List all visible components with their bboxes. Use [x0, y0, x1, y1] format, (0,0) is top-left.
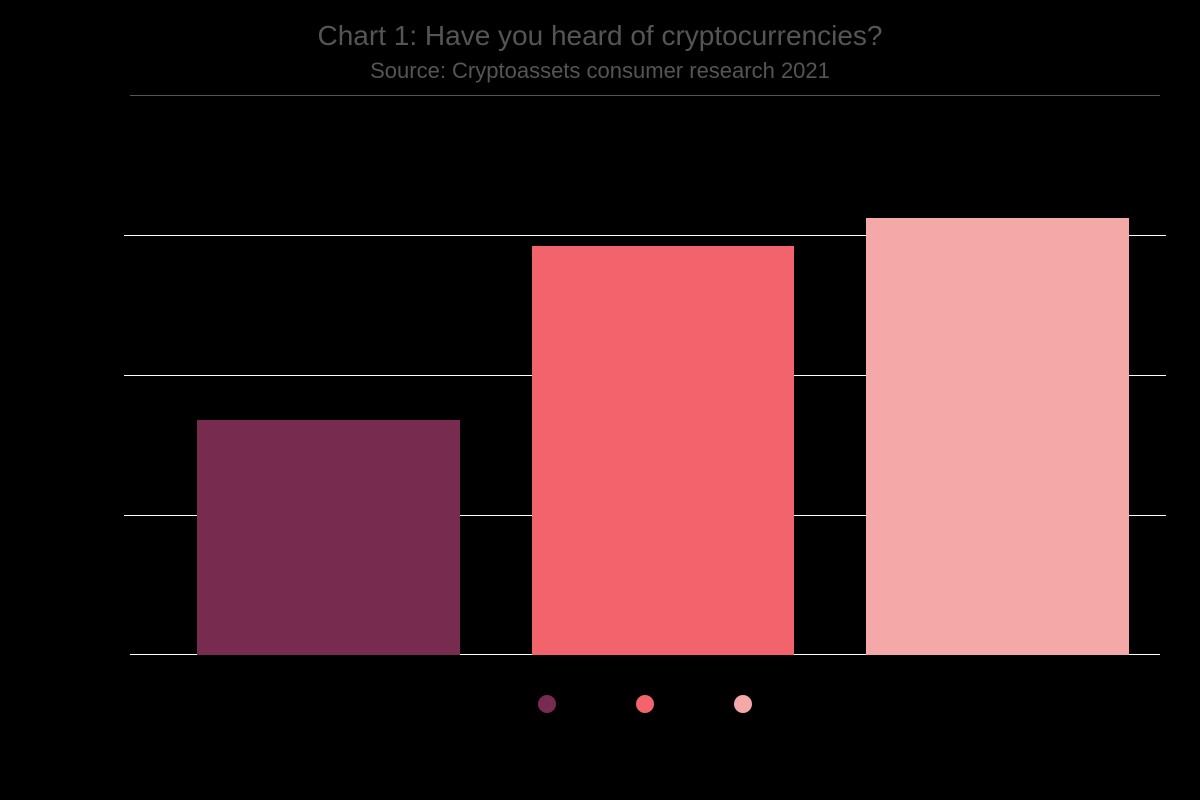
legend-item: [734, 695, 752, 713]
plot-area: [130, 95, 1160, 655]
plot-top-border: [130, 95, 1160, 96]
y-tick-right: [1160, 235, 1166, 236]
legend-swatch: [636, 695, 654, 713]
legend-item: [636, 695, 654, 713]
legend: [130, 695, 1160, 713]
bar: [197, 420, 460, 655]
legend-swatch: [538, 695, 556, 713]
bar: [866, 218, 1129, 655]
y-tick-left: [124, 235, 130, 236]
y-tick-left: [124, 375, 130, 376]
chart-container: Chart 1: Have you heard of cryptocurrenc…: [0, 0, 1200, 800]
y-tick-right: [1160, 375, 1166, 376]
legend-item: [538, 695, 556, 713]
legend-swatch: [734, 695, 752, 713]
bar: [532, 246, 795, 655]
chart-subtitle: Source: Cryptoassets consumer research 2…: [0, 58, 1200, 84]
y-tick-right: [1160, 515, 1166, 516]
y-tick-left: [124, 515, 130, 516]
chart-title: Chart 1: Have you heard of cryptocurrenc…: [0, 20, 1200, 52]
